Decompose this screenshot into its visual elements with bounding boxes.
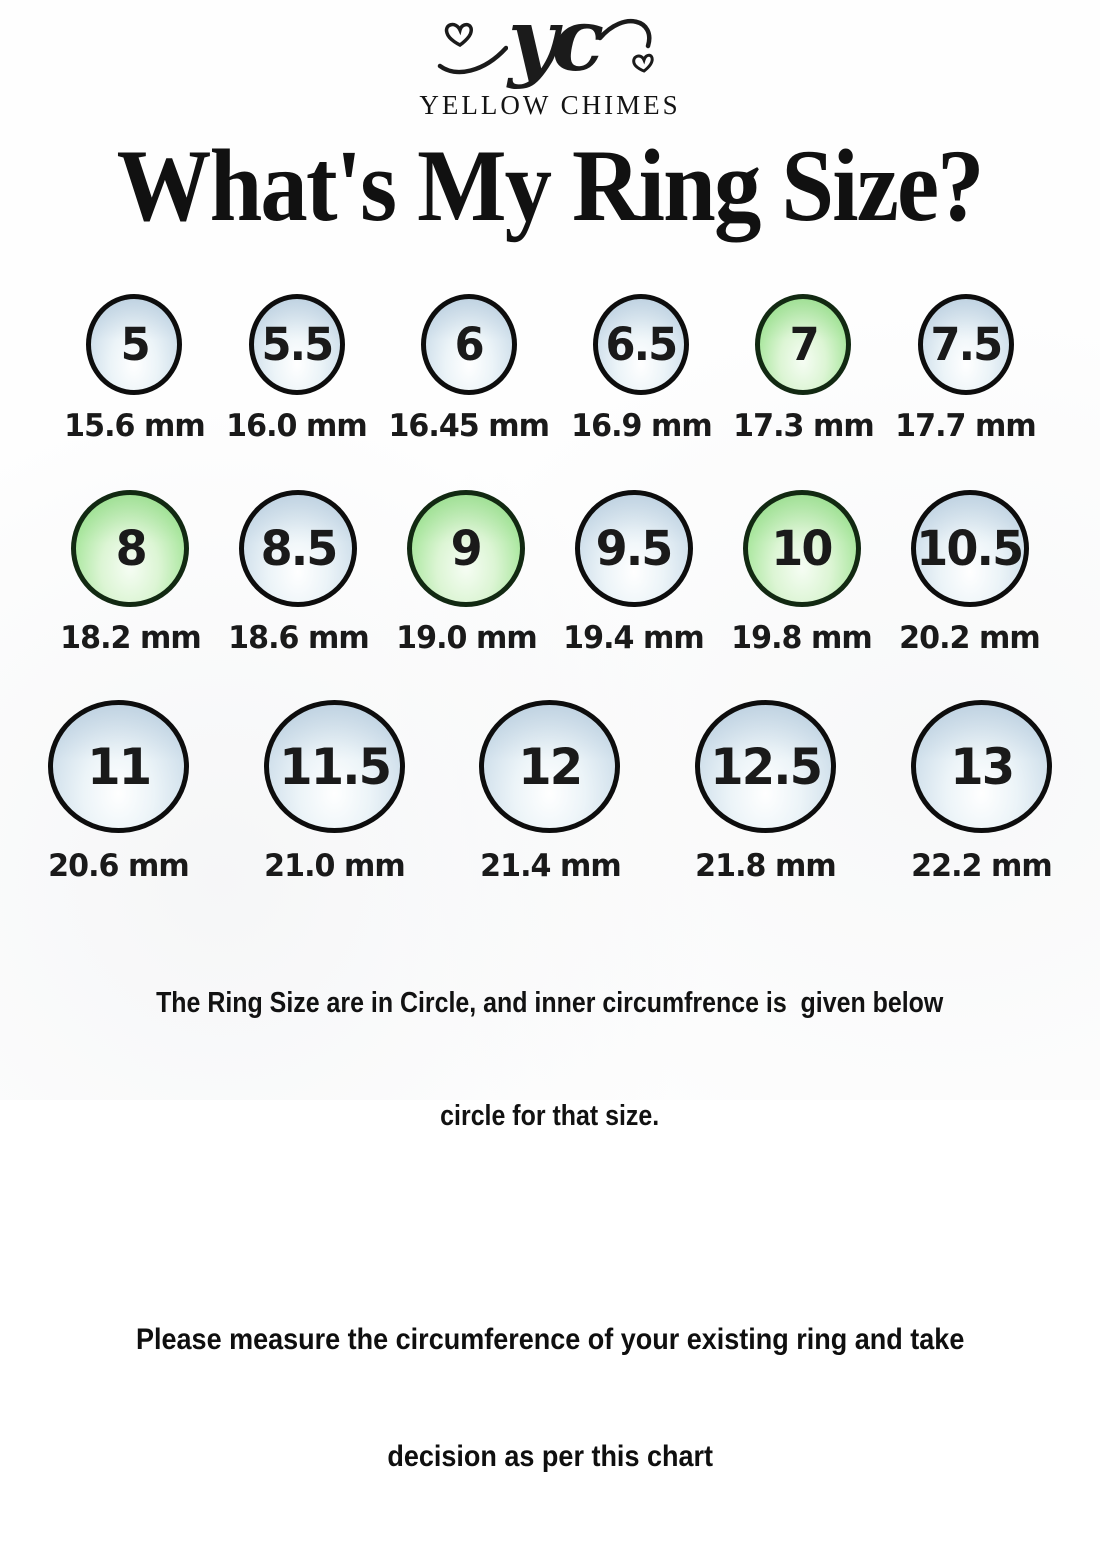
ring-size-cell-5-5: 5.5 16.0 mm — [224, 294, 369, 444]
measure-note-line-1: Please measure the circumference of your… — [135, 1322, 965, 1356]
ring-circle-10: 10 — [742, 490, 861, 607]
ring-circle-6-5: 6.5 — [593, 294, 690, 395]
circumference-label: 21.4 mm — [479, 848, 622, 884]
ring-size-note-line-2: circle for that size. — [440, 1100, 660, 1133]
ring-size-number: 5 — [120, 318, 150, 371]
measure-note-line-2: decision as per this chart — [387, 1439, 713, 1473]
ring-size-number: 11 — [86, 737, 152, 796]
ring-row-3: 11 20.6 mm 11.5 21.0 mm 12 21.4 mm 12.5 … — [0, 700, 1100, 884]
ring-circle-11: 11 — [47, 700, 189, 833]
ring-size-number: 9.5 — [595, 520, 674, 577]
ring-size-number: 13 — [950, 737, 1015, 796]
ring-circle-7-5: 7.5 — [917, 294, 1014, 395]
ring-size-cell-8-5: 8.5 18.6 mm — [226, 490, 371, 656]
circumference-label: 21.8 mm — [695, 848, 837, 884]
circumference-label: 16.0 mm — [226, 408, 368, 444]
ring-size-note-line-1: The Ring Size are in Circle, and inner c… — [156, 987, 944, 1020]
circumference-label: 20.2 mm — [899, 620, 1041, 656]
ring-size-number: 7.5 — [930, 318, 1003, 371]
ring-size-cell-10-5: 10.5 20.2 mm — [897, 490, 1042, 656]
measure-note: Please measure the circumference of your… — [136, 1242, 964, 1554]
circumference-label: 19.4 mm — [563, 620, 706, 656]
ring-size-cell-9: 9 19.0 mm — [394, 490, 539, 656]
ring-size-cell-5: 5 15.6 mm — [62, 294, 207, 444]
ring-size-note: The Ring Size are in Circle, and inner c… — [156, 910, 943, 1212]
logo-script-text: yc — [507, 0, 604, 91]
brand-logo: yc — [436, 0, 664, 90]
ring-circle-9: 9 — [407, 490, 526, 607]
ring-row-2: 8 18.2 mm 8.5 18.6 mm 9 19.0 mm 9.5 19.4… — [0, 490, 1100, 656]
logo-left-swash-heart-icon — [437, 22, 508, 75]
ring-size-cell-10: 10 19.8 mm — [729, 490, 874, 656]
circumference-label: 18.6 mm — [227, 620, 370, 656]
ring-size-cell-8: 8 18.2 mm — [58, 490, 203, 656]
ring-circle-11-5: 11.5 — [263, 700, 405, 833]
circumference-label: 17.7 mm — [895, 408, 1037, 444]
brand-name: YELLOW CHIMES — [419, 90, 681, 120]
ring-size-cell-6: 6 16.45 mm — [386, 294, 551, 444]
ring-size-number: 5.5 — [261, 318, 334, 371]
circumference-label: 17.3 mm — [733, 408, 875, 444]
ring-size-number: 8.5 — [260, 520, 338, 577]
circumference-label: 15.6 mm — [64, 408, 206, 444]
ring-circle-8: 8 — [71, 490, 190, 607]
ring-circle-12: 12 — [479, 700, 621, 833]
circumference-label: 21.0 mm — [263, 848, 406, 884]
ring-size-chart-page: yc YELLOW CHIMES What's My Ring Size? 5 … — [0, 0, 1100, 1473]
ring-size-cell-11: 11 20.6 mm — [46, 700, 191, 884]
ring-size-number: 8 — [115, 520, 147, 577]
ring-size-number: 11.5 — [278, 737, 392, 796]
circumference-label: 20.6 mm — [48, 848, 190, 884]
ring-size-number: 6 — [454, 318, 485, 371]
ring-size-cell-7-5: 7.5 17.7 mm — [893, 294, 1038, 444]
ring-size-cell-12-5: 12.5 21.8 mm — [693, 700, 838, 884]
ring-size-cell-13: 13 22.2 mm — [909, 700, 1054, 884]
ring-circle-5: 5 — [86, 294, 183, 395]
ring-circle-6: 6 — [420, 294, 517, 395]
ring-circle-13: 13 — [911, 700, 1052, 833]
ring-size-cell-6-5: 6.5 16.9 mm — [569, 294, 714, 444]
ring-size-cell-7: 7 17.3 mm — [731, 294, 876, 444]
ring-size-cell-9-5: 9.5 19.4 mm — [561, 490, 706, 656]
ring-size-number: 12 — [518, 737, 583, 796]
ring-size-number: 10.5 — [916, 520, 1024, 577]
ring-size-number: 12.5 — [710, 737, 823, 796]
ring-size-number: 9 — [450, 520, 483, 577]
ring-circle-8-5: 8.5 — [239, 490, 358, 607]
ring-size-number: 10 — [771, 520, 834, 577]
ring-circle-12-5: 12.5 — [695, 700, 837, 833]
ring-circle-9-5: 9.5 — [574, 490, 693, 607]
ring-size-cell-11-5: 11.5 21.0 mm — [262, 700, 407, 884]
circumference-label: 19.8 mm — [731, 620, 873, 656]
circumference-label: 16.9 mm — [571, 408, 713, 444]
circumference-label: 22.2 mm — [911, 848, 1053, 884]
page-title: What's My Ring Size? — [116, 129, 985, 243]
circumference-label: 16.45 mm — [388, 408, 550, 444]
ring-row-1: 5 15.6 mm 5.5 16.0 mm 6 16.45 mm 6.5 16.… — [0, 294, 1100, 444]
ring-size-number: 6.5 — [605, 318, 679, 371]
ring-size-number: 7 — [789, 318, 819, 371]
circumference-label: 19.0 mm — [395, 620, 538, 656]
ring-circle-5-5: 5.5 — [248, 294, 345, 395]
ring-size-cell-12: 12 21.4 mm — [478, 700, 623, 884]
logo-right-swash-heart-icon — [598, 18, 654, 73]
circumference-label: 18.2 mm — [60, 620, 202, 656]
ring-circle-10-5: 10.5 — [910, 490, 1029, 607]
ring-circle-7: 7 — [755, 294, 852, 395]
